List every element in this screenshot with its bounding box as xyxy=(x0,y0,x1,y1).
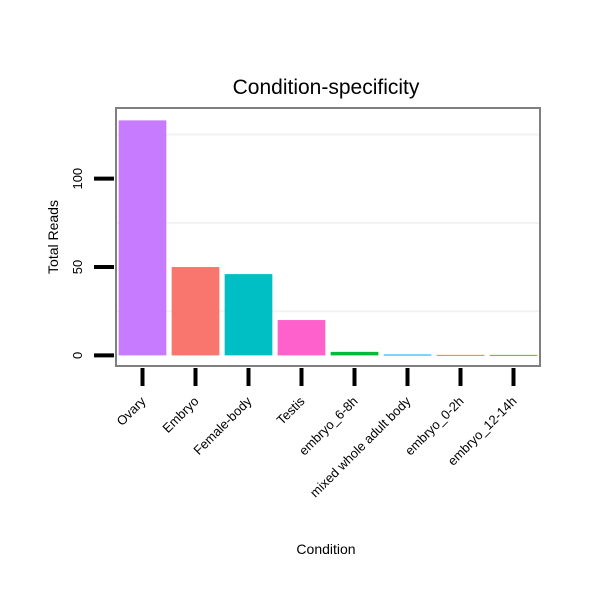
bar-ovary xyxy=(118,120,167,356)
y-axis-ticks: 0 50 100 xyxy=(70,168,114,359)
x-tick-label: Ovary xyxy=(113,393,148,428)
bar-embryo-0-2h xyxy=(436,354,485,356)
y-tick-label: 100 xyxy=(70,168,85,190)
chart-title: Condition-specificity xyxy=(233,76,420,99)
bar-mixed-whole-adult-body xyxy=(383,354,432,356)
bars xyxy=(118,120,538,356)
bar-embryo-12-14h xyxy=(489,354,538,356)
y-tick-label: 0 xyxy=(70,352,85,359)
bar-female-body xyxy=(224,274,273,356)
bar-embryo-6-8h xyxy=(330,351,379,356)
x-tick-label: mixed whole adult body xyxy=(307,393,414,500)
bar-embryo xyxy=(171,267,220,356)
x-tick-label: Embryo xyxy=(159,394,201,436)
y-tick-label: 50 xyxy=(70,260,85,274)
bar-testis xyxy=(277,320,326,356)
x-tick-label: Testis xyxy=(274,393,308,427)
x-axis-title: Condition xyxy=(296,541,355,557)
y-axis-title: Total Reads xyxy=(45,200,61,274)
